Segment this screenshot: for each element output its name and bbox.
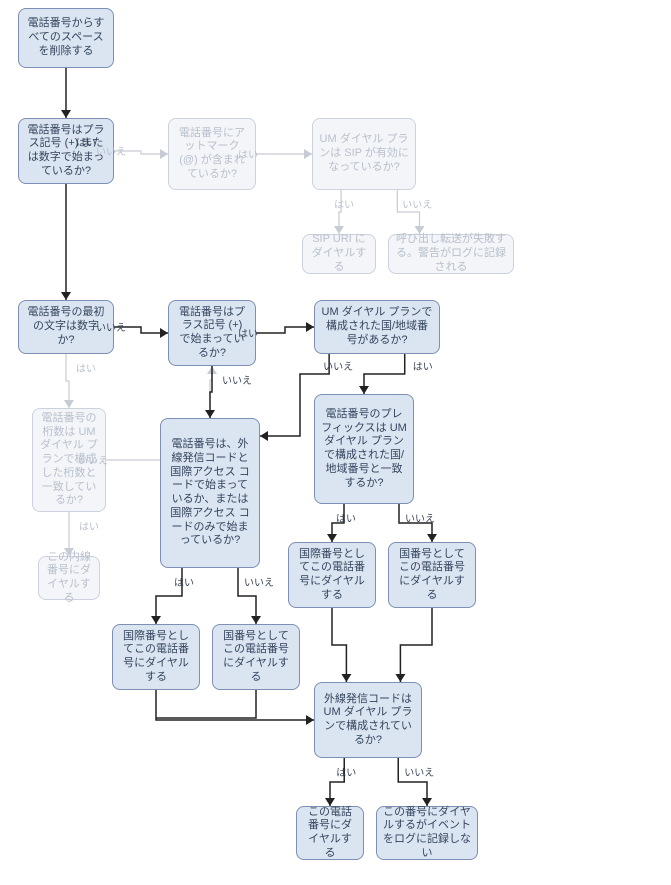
edge-label: いいえ <box>405 510 435 525</box>
edge-label: いいえ <box>96 319 126 334</box>
edge-label: いいえ <box>78 452 108 467</box>
edge-label: はい <box>76 360 96 375</box>
node-n4: UM ダイヤル プランは SIP が有効になっているか? <box>312 118 416 190</box>
node-n6: 呼び出し転送が失敗する。警告がログに記録される <box>388 234 514 274</box>
edge-label: いいえ <box>404 764 434 779</box>
node-n11: この内線番号にダイヤルする <box>38 556 100 600</box>
node-n20: この番号にダイヤルするがイベントをログに記録しない <box>376 806 478 860</box>
edge-label: はい <box>174 574 194 589</box>
node-n9: UM ダイヤル プランで構成された国/地域番号があるか? <box>314 300 440 354</box>
edge-label: いいえ <box>244 574 274 589</box>
edge-label: いいえ <box>96 143 126 158</box>
node-n5: SIP URI にダイヤルする <box>302 234 376 274</box>
edge-label: はい <box>336 510 356 525</box>
flowchart-canvas: 電話番号からすべてのスペースを削除する電話番号はプラス記号 (+) または数字で… <box>0 0 671 885</box>
edge-label: はい <box>413 358 433 373</box>
node-n14: 国際番号としてこの電話番号にダイヤルする <box>288 542 376 608</box>
edge-label: はい <box>76 134 96 149</box>
node-n19: この電話番号にダイヤルする <box>296 806 364 860</box>
edge-label: いいえ <box>402 196 432 211</box>
node-n1: 電話番号からすべてのスペースを削除する <box>18 8 114 68</box>
node-n12: 電話番号は、外線発信コードと国際アクセス コードで始まっているか、または国際アク… <box>160 418 260 568</box>
edge-label: はい <box>336 764 356 779</box>
node-n18: 外線発信コードは UM ダイヤル プランで構成されているか? <box>314 682 422 758</box>
edge-label: はい <box>238 146 258 161</box>
edge-label: はい <box>79 518 99 533</box>
node-n17: 国番号としてこの電話番号にダイヤルする <box>212 624 300 690</box>
edge-label: いいえ <box>323 358 353 373</box>
edge-label: いいえ <box>222 372 252 387</box>
node-n16: 国際番号としてこの電話番号にダイヤルする <box>112 624 200 690</box>
node-n15: 国番号としてこの電話番号にダイヤルする <box>388 542 476 608</box>
edge-label: はい <box>238 325 258 340</box>
edge-label: はい <box>334 196 354 211</box>
node-n13: 電話番号のプレフィックスは UM ダイヤル プランで構成された国/地域番号と一致… <box>314 394 414 504</box>
